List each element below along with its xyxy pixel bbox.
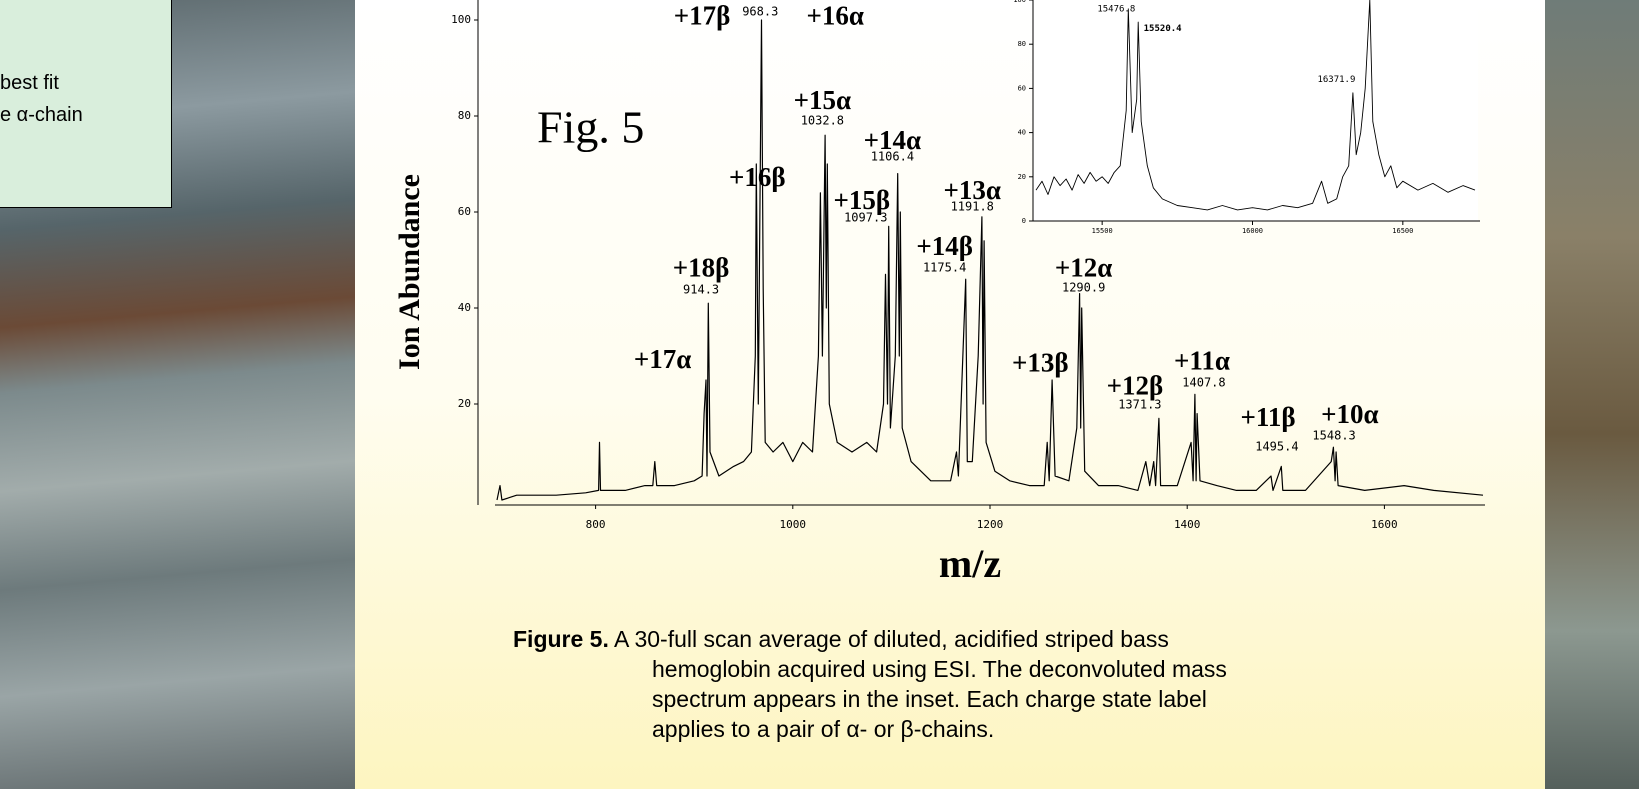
peak-label: 16371.9 bbox=[1317, 75, 1355, 85]
x-tick-label: 16000 bbox=[1242, 227, 1263, 235]
x-tick-label: 1400 bbox=[1174, 518, 1201, 531]
peak-label: 1290.9 bbox=[1062, 280, 1105, 294]
x-tick-label: 1000 bbox=[780, 518, 807, 531]
photo-background bbox=[1545, 0, 1639, 789]
x-axis-label: m/z bbox=[939, 541, 1001, 586]
x-tick-label: 1200 bbox=[977, 518, 1004, 531]
peak-label: +13β bbox=[1012, 347, 1069, 377]
inset-background bbox=[1033, 0, 1478, 221]
peak-label: 1032.8 bbox=[801, 113, 844, 127]
x-tick-label: 1600 bbox=[1371, 518, 1398, 531]
peak-label: 15476.8 bbox=[1097, 4, 1135, 14]
peak-label: 1495.4 bbox=[1255, 440, 1298, 454]
peak-label: +11α bbox=[1174, 345, 1230, 375]
peak-label: +14α bbox=[864, 125, 921, 155]
x-tick-label: 800 bbox=[586, 518, 606, 531]
y-tick-label: 20 bbox=[458, 397, 471, 410]
peak-label: +13α bbox=[944, 175, 1001, 205]
peak-label: 1371.3 bbox=[1118, 397, 1161, 411]
caption-line: hemoglobin acquired using ESI. The decon… bbox=[652, 656, 1227, 682]
figure-label: Fig. 5 bbox=[537, 102, 644, 153]
y-tick-label: 100 bbox=[451, 13, 471, 26]
peak-label: +11β bbox=[1240, 402, 1295, 432]
peak-label: +16α bbox=[806, 0, 863, 30]
peak-label: 1407.8 bbox=[1182, 375, 1225, 389]
side-note: best fit e α-chain bbox=[0, 0, 172, 208]
peak-label: +16β bbox=[729, 162, 786, 192]
caption-text: A 30-full scan average of diluted, acidi… bbox=[613, 626, 1169, 652]
note-line: e α-chain bbox=[0, 104, 83, 126]
y-tick-label: 40 bbox=[1018, 129, 1026, 137]
note-line: best fit bbox=[0, 72, 59, 94]
peak-label: 1548.3 bbox=[1312, 429, 1355, 443]
peak-label: +12α bbox=[1055, 252, 1112, 282]
y-tick-label: 60 bbox=[1018, 84, 1026, 92]
peak-label: +10α bbox=[1321, 399, 1378, 429]
y-axis-label: Ion Abundance bbox=[393, 174, 426, 370]
caption-line: applies to a pair of α- or β-chains. bbox=[652, 716, 995, 742]
peak-label: +17α bbox=[634, 344, 691, 374]
caption-label: Figure 5. bbox=[513, 626, 609, 652]
peak-label: 1191.8 bbox=[951, 200, 994, 214]
peak-label: 1175.4 bbox=[923, 261, 966, 275]
peak-label: +18β bbox=[673, 252, 730, 282]
peak-label: +15α bbox=[794, 85, 851, 115]
spectrum-line bbox=[1035, 0, 1476, 211]
y-tick-label: 80 bbox=[458, 109, 471, 122]
y-tick-label: 0 bbox=[1022, 217, 1026, 225]
peak-label: +14β bbox=[916, 231, 973, 261]
peak-label: +15β bbox=[834, 185, 891, 215]
peak-label: +17β bbox=[674, 0, 731, 30]
peak-label: 914.3 bbox=[683, 283, 719, 297]
peak-label: 15520.4 bbox=[1144, 24, 1183, 34]
x-tick-label: 16500 bbox=[1392, 227, 1413, 235]
peak-label: 1097.3 bbox=[844, 210, 887, 224]
y-tick-label: 40 bbox=[458, 301, 471, 314]
y-tick-label: 100 bbox=[1013, 0, 1026, 4]
peak-label: 968.3 bbox=[742, 4, 778, 18]
y-tick-label: 20 bbox=[1018, 173, 1026, 181]
peak-label: +12β bbox=[1107, 370, 1164, 400]
spectrum-line bbox=[496, 19, 1484, 501]
y-tick-label: 80 bbox=[1018, 40, 1026, 48]
x-tick-label: 15500 bbox=[1092, 227, 1113, 235]
caption-line: Figure 5. A 30-full scan average of dilu… bbox=[513, 624, 1227, 654]
peak-label: 1106.4 bbox=[871, 149, 914, 163]
caption-line: spectrum appears in the inset. Each char… bbox=[652, 686, 1207, 712]
y-tick-label: 60 bbox=[458, 205, 471, 218]
caption: Figure 5. A 30-full scan average of dilu… bbox=[513, 624, 1227, 744]
